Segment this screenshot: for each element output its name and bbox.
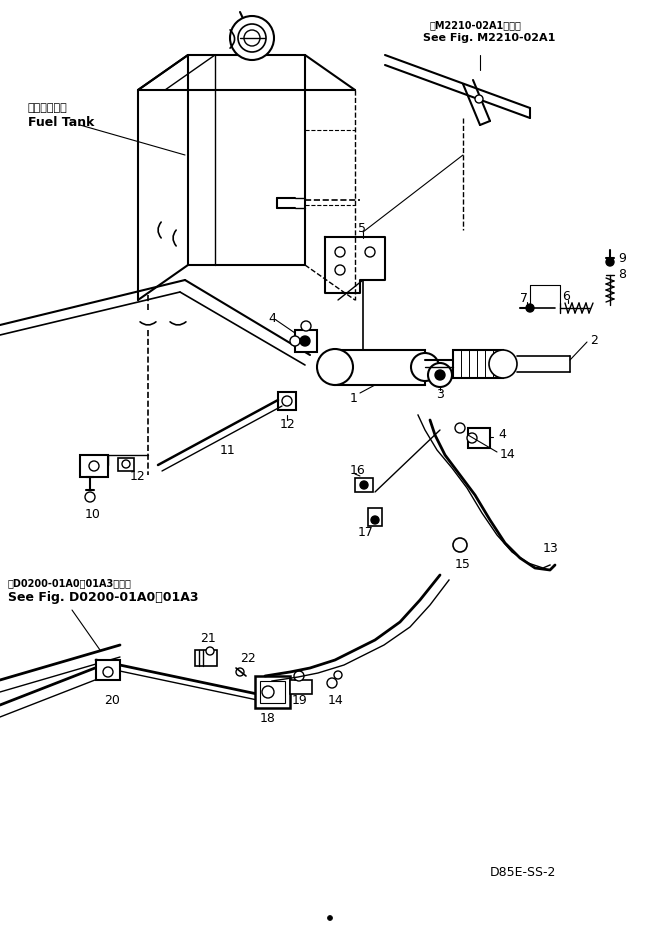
- Bar: [260, 681, 285, 703]
- Circle shape: [238, 24, 266, 52]
- Circle shape: [428, 363, 452, 387]
- Circle shape: [606, 258, 614, 266]
- Circle shape: [455, 423, 465, 433]
- Circle shape: [85, 492, 95, 502]
- Text: 3: 3: [436, 389, 444, 402]
- Circle shape: [230, 16, 274, 60]
- Text: 12: 12: [280, 418, 296, 432]
- Circle shape: [290, 336, 300, 346]
- Text: 9: 9: [618, 252, 626, 265]
- Circle shape: [294, 671, 304, 681]
- Text: 13: 13: [543, 541, 559, 555]
- Text: 8: 8: [618, 268, 626, 281]
- Circle shape: [334, 671, 342, 679]
- Circle shape: [236, 668, 244, 676]
- Circle shape: [360, 481, 368, 489]
- Circle shape: [411, 353, 439, 381]
- Text: 22: 22: [240, 651, 256, 665]
- Text: 12: 12: [130, 470, 146, 483]
- Circle shape: [371, 516, 379, 524]
- Text: 15: 15: [455, 558, 471, 571]
- Text: See Fig. D0200-01A0～01A3: See Fig. D0200-01A0～01A3: [8, 592, 199, 605]
- Bar: [368, 508, 382, 526]
- Text: 第M2210-02A1図参照: 第M2210-02A1図参照: [430, 20, 522, 30]
- Text: 5: 5: [358, 222, 366, 235]
- Bar: [255, 676, 290, 708]
- Text: 20: 20: [104, 693, 120, 706]
- Text: 19: 19: [292, 693, 308, 706]
- Bar: [118, 458, 134, 471]
- Circle shape: [328, 915, 332, 921]
- Bar: [468, 428, 490, 448]
- Text: 6: 6: [562, 290, 570, 303]
- Text: 7: 7: [520, 292, 528, 305]
- Bar: [453, 350, 503, 378]
- Circle shape: [335, 265, 345, 275]
- Circle shape: [453, 538, 467, 552]
- Circle shape: [122, 460, 130, 468]
- Text: 16: 16: [350, 463, 365, 476]
- Text: 17: 17: [358, 526, 374, 539]
- Text: 11: 11: [220, 444, 236, 457]
- Bar: [278, 392, 296, 410]
- Circle shape: [89, 461, 99, 471]
- Circle shape: [244, 30, 260, 46]
- Text: D85E-SS-2: D85E-SS-2: [490, 866, 556, 879]
- Circle shape: [467, 433, 477, 443]
- Text: 4: 4: [268, 311, 276, 324]
- Text: Fuel Tank: Fuel Tank: [28, 116, 95, 129]
- Text: 4: 4: [498, 429, 506, 442]
- Circle shape: [526, 304, 534, 312]
- Circle shape: [475, 95, 483, 103]
- Bar: [80, 455, 108, 477]
- Circle shape: [282, 396, 292, 406]
- Circle shape: [262, 686, 274, 698]
- Circle shape: [300, 336, 310, 346]
- Text: フェルタンク: フェルタンク: [28, 103, 68, 113]
- Circle shape: [489, 350, 517, 378]
- Text: See Fig. M2210-02A1: See Fig. M2210-02A1: [423, 33, 555, 43]
- Circle shape: [327, 678, 337, 688]
- Text: 1: 1: [350, 391, 358, 404]
- Text: 14: 14: [500, 448, 516, 461]
- Text: 18: 18: [260, 711, 276, 724]
- Circle shape: [335, 247, 345, 257]
- Circle shape: [317, 349, 353, 385]
- Bar: [295, 330, 317, 352]
- Bar: [290, 680, 312, 694]
- Circle shape: [103, 667, 113, 677]
- Text: 14: 14: [328, 693, 344, 706]
- Text: 2: 2: [590, 334, 598, 347]
- Bar: [335, 350, 425, 385]
- Bar: [96, 660, 120, 680]
- Text: 10: 10: [85, 508, 101, 520]
- Bar: [195, 650, 217, 666]
- Circle shape: [435, 370, 445, 380]
- Text: 第D0200-01A0～01A3図参照: 第D0200-01A0～01A3図参照: [8, 578, 132, 588]
- Bar: [355, 478, 373, 492]
- Circle shape: [206, 647, 214, 655]
- Text: 21: 21: [200, 632, 216, 645]
- Circle shape: [301, 321, 311, 331]
- Circle shape: [365, 247, 375, 257]
